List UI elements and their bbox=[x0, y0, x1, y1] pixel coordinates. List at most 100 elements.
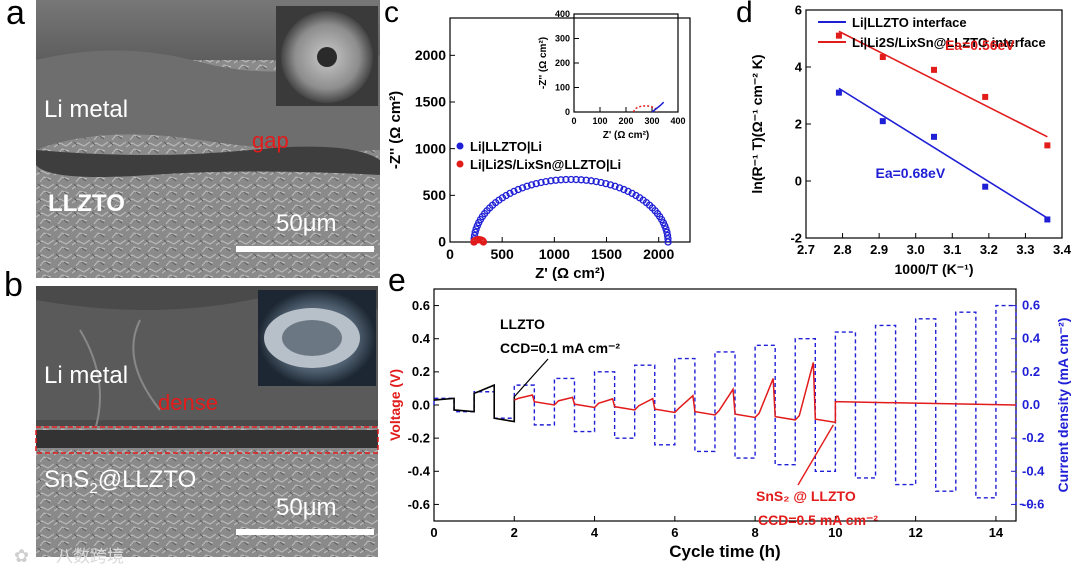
chart-e-right-tick-label: 0.4 bbox=[1022, 331, 1041, 346]
chart-c-y-tick-label: 1000 bbox=[415, 140, 446, 156]
chart-c-point-llzto bbox=[577, 176, 585, 184]
chart-e-annotation-llzto: LLZTO bbox=[500, 316, 545, 332]
chart-c-legend-marker-0 bbox=[456, 142, 464, 150]
chart-d-point-1 bbox=[982, 93, 989, 100]
chart-d-point-0 bbox=[931, 133, 937, 140]
chart-c-inset-y-tick-label: 200 bbox=[555, 58, 570, 68]
chart-c-x-axis-label: Z' (Ω cm²) bbox=[535, 265, 605, 282]
chart-c-inset-plot-frame bbox=[573, 13, 679, 113]
chart-c-point-llzto bbox=[542, 177, 550, 186]
panel-e-letter: e bbox=[388, 262, 406, 298]
chart-c-point-llzto bbox=[518, 184, 527, 192]
chart-c-point-llzto bbox=[472, 225, 480, 233]
chart-e-right-tick-label: -0.2 bbox=[1022, 430, 1044, 445]
chart-c-point-llzto bbox=[552, 176, 560, 184]
chart-e-annotation-sns: SnS₂ @ LLZTO bbox=[756, 488, 856, 504]
chart-c-legend-marker-1 bbox=[456, 160, 464, 168]
chart-c-point-llzto bbox=[537, 178, 545, 187]
panel-a-image bbox=[36, 0, 380, 278]
chart-c-inset-x-tick-label: 400 bbox=[670, 116, 685, 126]
chart-c-inset-x-axis-label: Z' (Ω cm²) bbox=[603, 130, 650, 141]
chart-e-right-tick-label: 0.2 bbox=[1022, 364, 1040, 379]
chart-e-y-tick-label: 0.4 bbox=[412, 331, 431, 346]
chart-c-point-modified bbox=[479, 238, 488, 246]
chart-d-x-tick-label: 3.0 bbox=[907, 242, 925, 257]
chart-e-x-tick-label: 8 bbox=[751, 525, 758, 540]
chart-c-point-llzto bbox=[664, 235, 672, 243]
chart-c-point-llzto bbox=[624, 187, 632, 196]
chart-c-point-llzto bbox=[632, 191, 640, 200]
chart-d-x-tick-label: 3.4 bbox=[1053, 242, 1072, 257]
chart-d-y-axis-label: ln(R⁻¹ T)(Ω⁻¹ cm⁻² K) bbox=[749, 54, 765, 193]
chart-c-point-llzto bbox=[557, 176, 565, 184]
chart-d-point-1 bbox=[1044, 142, 1051, 149]
chart-d-x-tick-label: 3.1 bbox=[943, 242, 961, 257]
panel-a-li-metal-label: Li metal bbox=[44, 96, 129, 123]
panel-b-sns-label: SnS2@LLZTO bbox=[44, 466, 196, 497]
panel-b-li-metal-label: Li metal bbox=[44, 362, 129, 389]
chart-e-x-tick-label: 0 bbox=[430, 525, 437, 540]
chart-c-inset-x-tick-label: 200 bbox=[618, 116, 633, 126]
chart-c-point-llzto bbox=[572, 175, 580, 184]
chart-c-point-llzto bbox=[615, 184, 624, 192]
chart-e-y-tick-label: 0.0 bbox=[412, 397, 430, 412]
sem-images: ✿ 八数跨境 bbox=[14, 0, 380, 566]
panel-b-image bbox=[35, 286, 379, 557]
chart-d-point-0 bbox=[879, 118, 886, 125]
chart-c-point-llzto bbox=[661, 222, 669, 230]
panel-a-scale-bar-label: 50μm bbox=[276, 210, 337, 237]
chart-c-plot-frame bbox=[449, 17, 691, 243]
chart-c-point-llzto bbox=[567, 175, 575, 184]
chart-d-point-0 bbox=[982, 183, 989, 190]
chart-e-llzto-arrow bbox=[513, 358, 549, 398]
chart-c-point-llzto bbox=[527, 181, 536, 189]
chart-c-y-tick-label: 0 bbox=[438, 234, 446, 250]
chart-d-ea-blue: Ea=0.68eV bbox=[875, 165, 945, 181]
chart-c-y-tick-label: 1500 bbox=[415, 94, 446, 110]
chart-c-inset-blue-tail bbox=[651, 101, 665, 113]
chart-d-x-tick-label: 3.3 bbox=[1016, 242, 1034, 257]
chart-c-point-llzto bbox=[663, 228, 671, 236]
chart-c-point-llzto bbox=[592, 177, 600, 186]
chart-e-y-tick-label: -0.6 bbox=[408, 497, 430, 512]
chart-c-point-llzto bbox=[532, 179, 540, 188]
chart-c-y-axis-label: -Z'' (Ω cm²) bbox=[387, 91, 404, 169]
chart-c-x-tick-label: 500 bbox=[490, 246, 514, 262]
panel-a-letter: a bbox=[6, 0, 25, 32]
chart-c-x-tick-label: 0 bbox=[446, 246, 454, 262]
chart-c-point-llzto bbox=[597, 178, 605, 187]
chart-c-legend-label-0: Li|LLZTO|Li bbox=[470, 139, 542, 154]
chart-c-inset-y-tick-label: 400 bbox=[555, 9, 570, 19]
chart-d-x-tick-label: 2.7 bbox=[797, 242, 815, 257]
watermark: ✿ 八数跨境 bbox=[14, 546, 124, 566]
watermark-icon: ✿ bbox=[14, 546, 29, 566]
chart-e: 0 2 4 6 8 10 12 14 -0.6 -0.4 -0.2 0.0 0.2 0.4 0.6 -0.6 -… bbox=[388, 288, 1071, 561]
chart-c-point-llzto bbox=[510, 187, 518, 196]
chart-e-x-tick-label: 2 bbox=[511, 525, 518, 540]
chart-c-point-llzto bbox=[514, 185, 522, 194]
chart-e-right-tick-label: 0.0 bbox=[1022, 397, 1040, 412]
chart-e-right-tick-label: 0.6 bbox=[1022, 298, 1040, 313]
chart-d-legend-label-0: Li|LLZTO interface bbox=[852, 15, 967, 30]
chart-d: 2.7 2.8 2.9 3.0 3.1 3.2 3.3 3.4 -2 0 2 4 6 1000/T (K⁻… bbox=[749, 2, 1072, 277]
chart-e-y-tick-label: 0.2 bbox=[412, 364, 430, 379]
chart-c-inset-y-axis-label: -Z'' (Ω cm²) bbox=[538, 37, 549, 89]
chart-d-y-tick-label: 2 bbox=[795, 116, 802, 131]
chart-e-right-tick-label: -0.4 bbox=[1022, 463, 1045, 478]
chart-c-point-llzto bbox=[606, 181, 615, 189]
chart-e-llzto-voltage-line bbox=[433, 383, 516, 423]
chart-d-y-tick-label: -2 bbox=[790, 230, 802, 245]
chart-c-point-llzto bbox=[662, 225, 670, 233]
chart-c-point-llzto bbox=[628, 189, 636, 198]
panel-d-letter: d bbox=[736, 0, 753, 29]
chart-c-point-llzto bbox=[498, 194, 507, 202]
chart-c-inset-y-tick-label: 0 bbox=[565, 107, 570, 117]
chart-c-inset-y-tick-label: 300 bbox=[555, 34, 570, 44]
chart-e-annotation-llzto-ccd: CCD=0.1 mA cm⁻² bbox=[500, 340, 620, 356]
panel-a-gap-label: gap bbox=[252, 128, 289, 153]
chart-e-right-tick-label: -0.6 bbox=[1022, 496, 1044, 511]
chart-d-ea-red: Ea=0.56eV bbox=[945, 37, 1015, 53]
chart-e-x-tick-label: 12 bbox=[908, 525, 922, 540]
chart-c-x-tick-label: 1500 bbox=[591, 246, 622, 262]
watermark-text: 八数跨境 bbox=[56, 547, 124, 566]
